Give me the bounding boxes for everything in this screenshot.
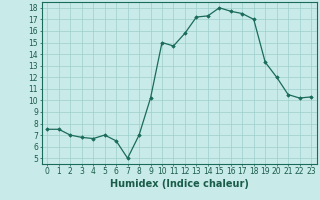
X-axis label: Humidex (Indice chaleur): Humidex (Indice chaleur) xyxy=(110,179,249,189)
